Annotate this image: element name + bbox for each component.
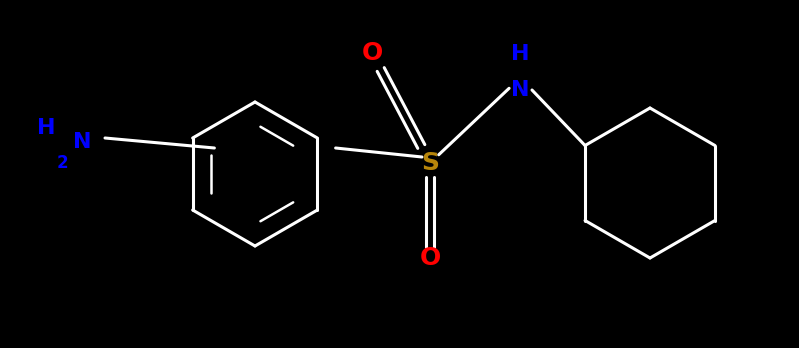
Text: O: O (419, 246, 440, 270)
Text: H: H (511, 44, 529, 64)
Text: S: S (421, 151, 439, 175)
Text: N: N (73, 132, 92, 152)
Text: H: H (37, 118, 55, 138)
Text: N: N (511, 80, 529, 100)
Text: O: O (361, 41, 383, 65)
Text: 2: 2 (57, 154, 69, 172)
